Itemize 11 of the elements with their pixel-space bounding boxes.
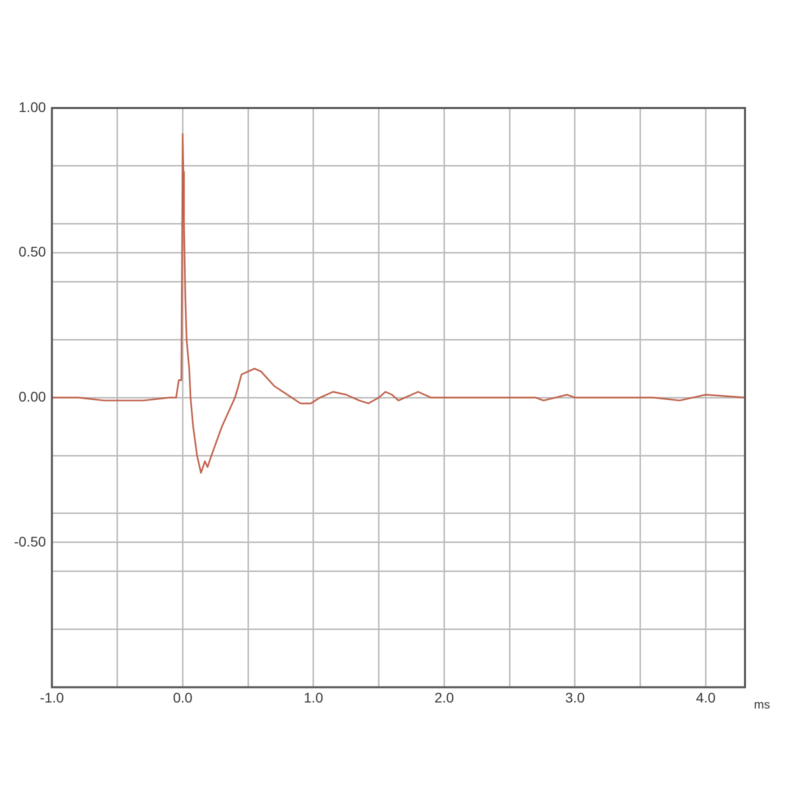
y-tick-label: -0.50 [14, 533, 46, 550]
x-tick-label: 3.0 [565, 689, 585, 706]
x-tick-label: 4.0 [696, 689, 716, 706]
y-tick-label: 0.00 [18, 388, 46, 404]
x-axis-title: ms [754, 698, 770, 712]
x-tick-label: -1.0 [40, 689, 64, 706]
x-tick-label: 0.0 [172, 689, 193, 706]
y-tick-label: 0.50 [18, 244, 46, 260]
x-tick-label: 2.0 [434, 689, 454, 706]
x-tick-label: 1.0 [304, 689, 324, 706]
y-tick-label: 1.00 [18, 98, 46, 115]
